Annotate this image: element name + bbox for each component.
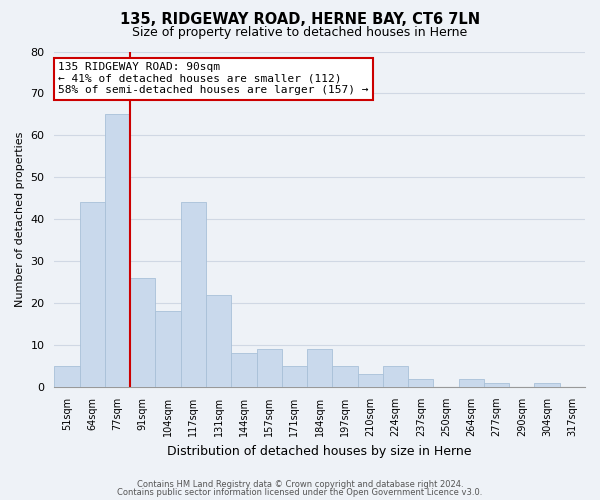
Bar [55,366,80,387]
Bar [130,278,155,387]
Text: Size of property relative to detached houses in Herne: Size of property relative to detached ho… [133,26,467,39]
Bar [358,374,383,387]
X-axis label: Distribution of detached houses by size in Herne: Distribution of detached houses by size … [167,444,472,458]
Bar [231,354,257,387]
Text: Contains HM Land Registry data © Crown copyright and database right 2024.: Contains HM Land Registry data © Crown c… [137,480,463,489]
Bar [282,366,307,387]
Bar [458,378,484,387]
Y-axis label: Number of detached properties: Number of detached properties [15,132,25,307]
Text: Contains public sector information licensed under the Open Government Licence v3: Contains public sector information licen… [118,488,482,497]
Bar [535,383,560,387]
Bar [80,202,105,387]
Bar [408,378,433,387]
Bar [257,349,282,387]
Bar [206,294,231,387]
Bar [155,312,181,387]
Bar [484,383,509,387]
Bar [383,366,408,387]
Text: 135 RIDGEWAY ROAD: 90sqm
← 41% of detached houses are smaller (112)
58% of semi-: 135 RIDGEWAY ROAD: 90sqm ← 41% of detach… [58,62,368,95]
Text: 135, RIDGEWAY ROAD, HERNE BAY, CT6 7LN: 135, RIDGEWAY ROAD, HERNE BAY, CT6 7LN [120,12,480,28]
Bar [332,366,358,387]
Bar [181,202,206,387]
Bar [307,349,332,387]
Bar [105,114,130,387]
